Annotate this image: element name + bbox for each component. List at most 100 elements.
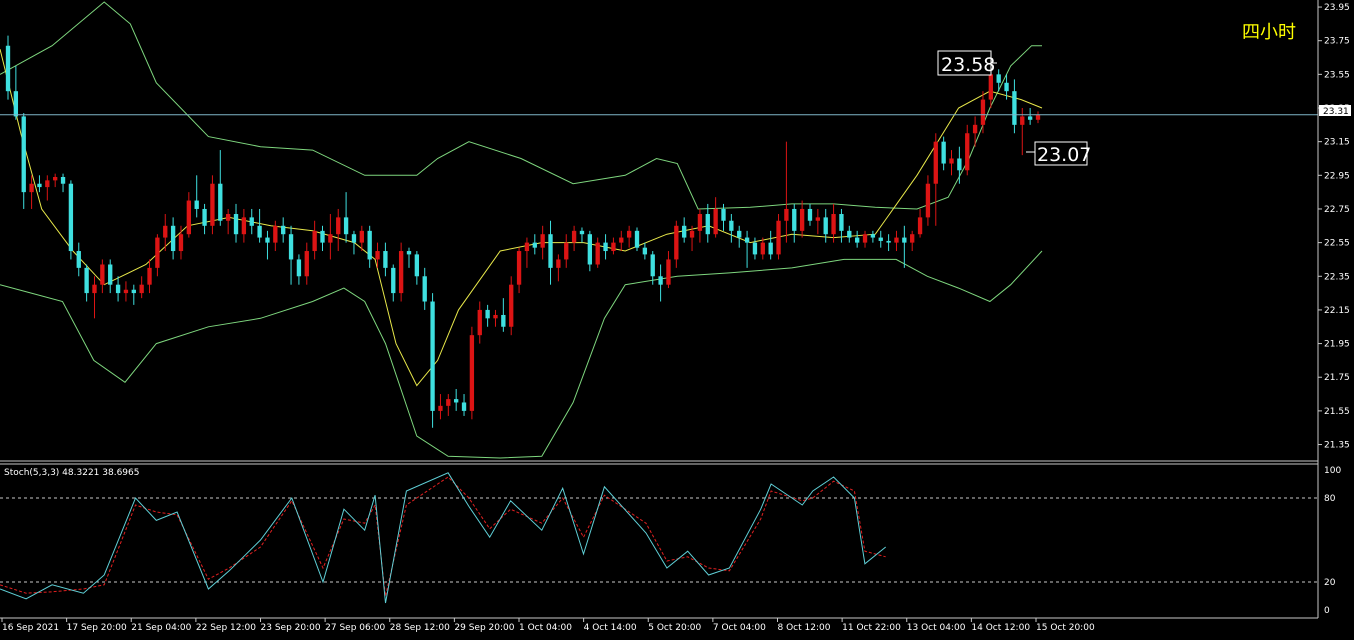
candle-body <box>218 183 223 221</box>
candle <box>1035 111 1041 124</box>
candle-body <box>721 208 726 221</box>
candle <box>304 242 309 285</box>
candle-body <box>548 234 553 268</box>
price-tick-label: 22.55 <box>1324 239 1350 249</box>
candle <box>123 281 129 302</box>
candle-body <box>917 217 923 235</box>
candle <box>548 220 553 285</box>
candle <box>619 230 624 252</box>
candle-body <box>273 225 278 243</box>
candle <box>776 214 781 260</box>
candle-body <box>351 234 357 243</box>
candle <box>587 230 592 272</box>
candle-body <box>737 230 742 238</box>
candle-body <box>540 234 545 248</box>
candle <box>469 326 475 420</box>
candle <box>516 247 522 294</box>
candle-body <box>579 230 585 235</box>
low-annotation-value: 23.07 <box>1037 144 1091 166</box>
candle <box>288 225 294 285</box>
candle-body <box>760 242 765 255</box>
candle-body <box>524 242 530 252</box>
price-tick-label: 22.15 <box>1324 306 1350 316</box>
candle <box>933 133 938 226</box>
candle-body <box>902 237 907 243</box>
candle-body <box>485 309 490 319</box>
candle-body <box>343 217 349 235</box>
candle-body <box>131 289 136 294</box>
candle <box>666 251 671 289</box>
candle <box>737 225 742 248</box>
candle <box>965 124 970 176</box>
candle-body <box>13 91 19 117</box>
candle-body <box>367 230 372 260</box>
stochastic-main-line <box>0 472 887 604</box>
price-tick-label: 22.35 <box>1324 272 1350 282</box>
time-tick-label: 15 Oct 20:00 <box>1036 623 1095 633</box>
candle <box>854 230 860 248</box>
candle <box>84 264 89 302</box>
candle-body <box>587 234 592 265</box>
candle <box>917 208 923 238</box>
candle-body <box>729 220 734 231</box>
candle-body <box>53 176 58 181</box>
candle-body <box>249 217 254 226</box>
candle <box>815 208 821 235</box>
candle-body <box>469 335 475 411</box>
candle <box>406 247 412 268</box>
candle-body <box>988 74 993 100</box>
candle <box>768 230 773 260</box>
candle <box>265 230 270 260</box>
candle-body <box>29 183 34 193</box>
bollinger-lower-line <box>0 250 1043 459</box>
price-tick-label: 22.95 <box>1324 171 1350 181</box>
candle-body <box>556 259 561 268</box>
candle <box>178 225 184 260</box>
candle <box>45 175 50 201</box>
candle-body <box>257 225 262 238</box>
candle <box>438 394 443 420</box>
candle <box>147 259 152 294</box>
candle <box>807 203 813 226</box>
candle <box>642 242 648 260</box>
candle-body <box>241 217 247 235</box>
candle <box>461 394 467 416</box>
oscillator-label: Stoch(5,3,3) 48.3221 38.6965 <box>4 468 139 478</box>
candle <box>532 234 537 255</box>
high-annotation-value: 23.58 <box>941 54 995 76</box>
candle <box>281 217 286 243</box>
candle <box>603 234 608 260</box>
candle <box>996 69 1001 92</box>
candle <box>870 230 876 243</box>
candle <box>108 259 113 294</box>
candle <box>658 264 663 302</box>
candle-body <box>265 237 270 243</box>
candle <box>202 203 207 235</box>
candle-body <box>886 240 891 243</box>
current-price-tag: 23.31 <box>1319 105 1351 117</box>
candle <box>799 200 805 238</box>
candle-body <box>115 284 121 294</box>
candle-body <box>619 237 624 243</box>
candle <box>131 284 136 305</box>
candle <box>713 197 718 238</box>
candle <box>225 208 231 235</box>
candle-body <box>391 267 396 294</box>
candle-body <box>414 254 420 277</box>
price-tick-label: 23.15 <box>1324 138 1350 148</box>
candle-body <box>642 247 648 255</box>
candle-body <box>658 276 663 285</box>
candle <box>949 150 954 176</box>
time-tick-label: 28 Sep 12:00 <box>390 623 450 633</box>
candle <box>477 301 482 344</box>
candle-body <box>713 208 718 235</box>
candle <box>115 276 121 302</box>
candle-body <box>839 214 844 231</box>
candle-body <box>611 242 616 252</box>
candle-body <box>650 254 655 277</box>
time-tick-label: 4 Oct 14:00 <box>584 623 637 633</box>
candle-body <box>328 234 333 243</box>
candle-body <box>894 237 899 243</box>
